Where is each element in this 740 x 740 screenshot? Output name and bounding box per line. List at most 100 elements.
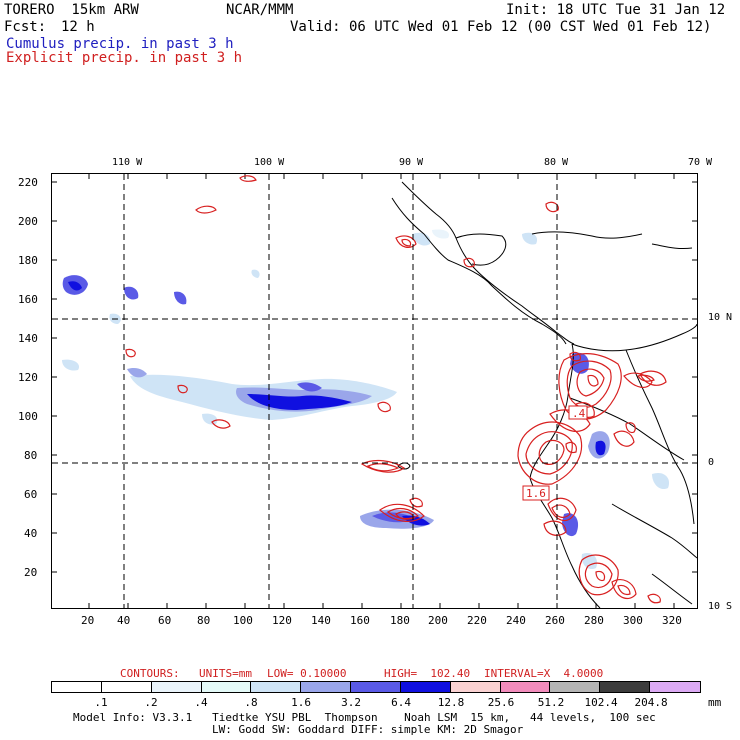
cumulus-precip-shading [62, 229, 670, 570]
lon-label-100w: 100 W [254, 157, 285, 168]
contour [195, 205, 217, 214]
forecast-hour: 12 h [61, 19, 95, 35]
precip-area [297, 382, 322, 392]
lon-label-80w: 80 W [544, 157, 569, 168]
y-tick-label: 140 [18, 332, 38, 345]
y-tick-label: 120 [18, 371, 38, 384]
y-tick-label: 20 [24, 566, 38, 579]
precip-area [372, 512, 414, 523]
valid-time: Valid: 06 UTC Wed 01 Feb 12 (00 CST Wed … [290, 19, 712, 35]
contour-label-text: .4 [572, 407, 586, 420]
contour [637, 374, 655, 382]
x-tick-label: 280 [584, 614, 604, 627]
contour [587, 374, 599, 387]
x-tick-label: 80 [197, 614, 211, 627]
x-tick-label: 180 [390, 614, 410, 627]
contour [409, 497, 423, 508]
forecast-label: Fcst: [4, 19, 47, 35]
contour [617, 584, 631, 596]
contour [125, 348, 136, 358]
colorbar-swatch [600, 682, 651, 692]
contour [558, 353, 622, 420]
precip-area [432, 229, 450, 239]
border-bolivia [651, 573, 693, 605]
lon-label-70w: 70 W [688, 157, 713, 168]
x-tick-label: 20 [81, 614, 95, 627]
x-tick-label: 140 [311, 614, 331, 627]
border-colombia-venezuela [625, 349, 695, 525]
y-tick-label: 100 [18, 410, 38, 423]
x-tick-label: 60 [158, 614, 172, 627]
coast-gulf-side [401, 181, 575, 345]
contour [401, 238, 412, 247]
init-time: Init: 18 UTC Tue 31 Jan 12 [506, 2, 726, 18]
precip-area [62, 359, 80, 371]
precip-area [174, 291, 187, 305]
colorbar-swatch [151, 682, 202, 692]
contour [566, 360, 612, 408]
colorbar-swatch [550, 682, 601, 692]
contour-label-frame [522, 485, 550, 501]
colorbar-swatch [52, 682, 102, 692]
contour [386, 507, 420, 520]
contour [517, 421, 583, 485]
contour-label-box: 1.6 [522, 485, 550, 501]
contour [543, 520, 567, 536]
contours-units: UNITS=mm [199, 667, 252, 680]
contour [565, 441, 577, 454]
contour [379, 503, 425, 522]
contour-label-text: 1.6 [526, 487, 546, 500]
colorbar-swatch [251, 682, 302, 692]
precip-area [652, 472, 670, 490]
contour [569, 351, 581, 362]
contour [639, 370, 667, 386]
contour [525, 431, 573, 475]
x-tick-label: 120 [272, 614, 292, 627]
coast-yucatan [455, 233, 507, 266]
latlon-grid [52, 174, 697, 608]
lon-label-110w: 110 W [112, 157, 143, 168]
precip-area [570, 352, 589, 374]
x-tick-label: 260 [545, 614, 565, 627]
contour [377, 401, 391, 413]
contour-label-frame [568, 405, 588, 420]
x-tick-label: 200 [428, 614, 448, 627]
contours-high: HIGH= 102.40 [384, 667, 471, 680]
contours-label: CONTOURS: [120, 667, 180, 680]
coast-mexico-central-america [391, 197, 567, 345]
contours-low: LOW= 0.10000 [267, 667, 347, 680]
colorbar-swatch [101, 682, 152, 692]
colorbar-swatch [301, 682, 352, 692]
colorbar-swatch [450, 682, 501, 692]
model-info-line2: LW: Godd SW: Goddard DIFF: simple KM: 2D… [212, 723, 524, 736]
x-tick-label: 220 [467, 614, 487, 627]
contour [366, 463, 400, 472]
colorbar-label: 12.8 [437, 696, 465, 709]
colorbar-label: 51.2 [537, 696, 565, 709]
contour [611, 579, 637, 600]
x-tick-label: 300 [623, 614, 643, 627]
y-tick-label: 160 [18, 293, 38, 306]
contour [395, 235, 417, 248]
colorbar-swatch [650, 682, 700, 692]
contour [395, 511, 415, 520]
organization: NCAR/MMM [226, 2, 294, 18]
x-tick-label: 320 [662, 614, 682, 627]
contour [584, 562, 613, 589]
contour [551, 504, 571, 518]
contour [625, 422, 636, 434]
colorbar-swatch [351, 682, 401, 692]
explicit-precip-contours [125, 175, 667, 604]
y-tick-label: 200 [18, 215, 38, 228]
precip-area [247, 394, 352, 410]
contour [177, 384, 188, 394]
precip-area [124, 286, 139, 300]
precip-area [202, 413, 218, 425]
explicit-field-title: Explicit precip. in past 3 h [6, 50, 243, 66]
contours-interval: INTERVAL=X 4.0000 [484, 667, 604, 680]
colorbar-label: .1 [94, 696, 108, 709]
colorbar-label: 6.4 [391, 696, 411, 709]
model-info-line1: Model Info: V3.3.1 Tiedtke YSU PBL Thomp… [73, 711, 656, 724]
x-tick-label: 160 [350, 614, 370, 627]
colorbar-label: .8 [244, 696, 258, 709]
